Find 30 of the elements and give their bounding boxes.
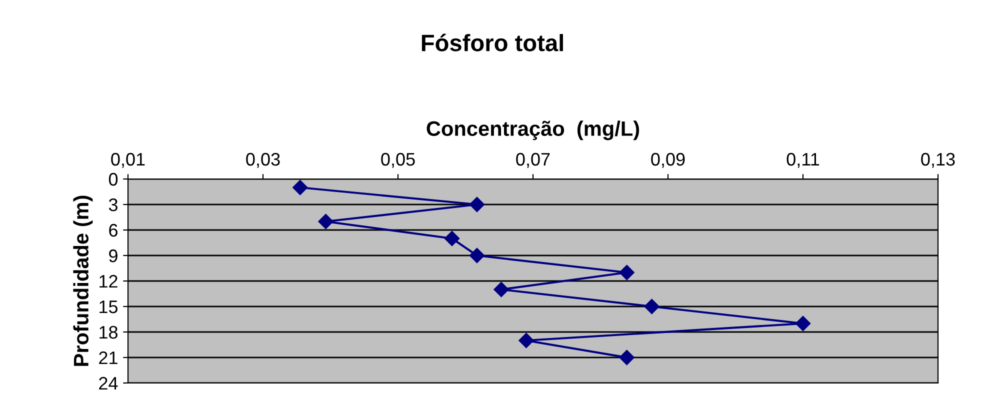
point bbox=[494, 282, 509, 298]
point bbox=[292, 180, 308, 196]
x-tick-label: 0,11 bbox=[786, 152, 820, 168]
y-tick-label: 15 bbox=[100, 300, 118, 314]
y-tick-label: 24 bbox=[99, 376, 118, 390]
y-axis-title: Profundidade (m) bbox=[73, 196, 93, 366]
point bbox=[318, 214, 334, 230]
x-tick-label: 0,07 bbox=[516, 152, 550, 168]
y-tick-label: 6 bbox=[109, 224, 118, 237]
y-tick-label: 18 bbox=[100, 326, 118, 339]
point bbox=[619, 350, 634, 366]
point bbox=[469, 196, 485, 212]
y-tick-label: 0 bbox=[108, 172, 118, 186]
point bbox=[619, 264, 634, 280]
y-tick-label: 12 bbox=[100, 274, 118, 288]
point bbox=[469, 248, 485, 264]
x-axis-title: Concentração (mg/L) bbox=[426, 120, 640, 140]
point bbox=[795, 316, 811, 332]
x-tick-label: 0,13 bbox=[921, 152, 955, 168]
point bbox=[644, 298, 660, 314]
x-tick-label: 0,01 bbox=[111, 152, 145, 168]
x-tick-label: 0,03 bbox=[246, 152, 280, 168]
chart-title: Fósforo total bbox=[422, 34, 563, 52]
point bbox=[444, 230, 460, 246]
y-tick-label: 9 bbox=[109, 249, 118, 262]
y-tick-label: 21 bbox=[99, 351, 118, 364]
y-tick-label: 3 bbox=[108, 198, 118, 212]
x-tick-label: 0,05 bbox=[381, 152, 415, 168]
x-tick-label: 0,09 bbox=[651, 152, 685, 168]
point bbox=[518, 332, 534, 348]
